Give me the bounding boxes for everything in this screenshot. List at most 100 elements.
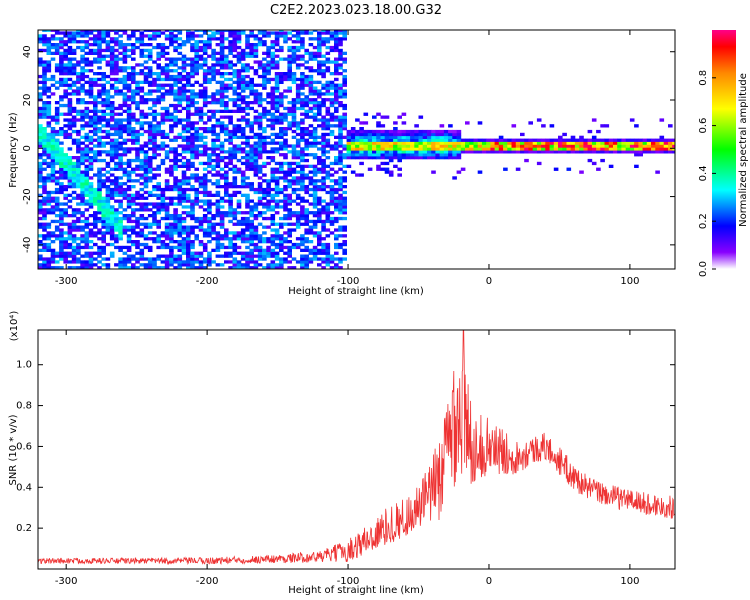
heatmap-cell bbox=[304, 101, 309, 105]
heatmap-cell bbox=[262, 112, 267, 116]
heatmap-cell bbox=[439, 147, 445, 151]
heatmap-cell bbox=[224, 170, 229, 174]
heatmap-cell bbox=[372, 115, 377, 119]
heatmap-cell bbox=[97, 158, 102, 163]
heatmap-cell bbox=[139, 263, 145, 267]
heatmap-cell bbox=[338, 83, 343, 87]
heatmap-cell bbox=[76, 170, 81, 174]
heatmap-cell bbox=[329, 185, 335, 189]
heatmap-cell bbox=[135, 118, 140, 122]
heatmap-cell bbox=[596, 141, 601, 145]
heatmap-cell bbox=[295, 45, 301, 50]
heatmap-cell bbox=[372, 135, 377, 139]
heatmap-cell bbox=[291, 30, 297, 32]
heatmap-cell bbox=[321, 219, 326, 224]
heatmap-cell bbox=[291, 109, 297, 113]
heatmap-cell bbox=[342, 80, 347, 84]
heatmap-cell bbox=[570, 144, 576, 148]
heatmap-cell bbox=[384, 115, 390, 119]
heatmap-cell bbox=[329, 199, 335, 203]
heatmap-cell bbox=[329, 161, 335, 166]
heatmap-cell bbox=[312, 141, 318, 145]
heatmap-cell bbox=[54, 219, 60, 224]
heatmap-cell bbox=[80, 179, 85, 183]
heatmap-cell bbox=[608, 141, 614, 145]
heatmap-cell bbox=[109, 237, 115, 241]
heatmap-cell bbox=[266, 69, 271, 73]
heatmap-cell bbox=[325, 150, 331, 154]
heatmap-cell bbox=[118, 164, 123, 168]
heatmap-cell bbox=[131, 208, 136, 212]
heatmap-cell bbox=[367, 132, 373, 137]
heatmap-cell bbox=[160, 129, 166, 134]
heatmap-cell bbox=[498, 138, 504, 142]
heatmap-cell bbox=[164, 225, 170, 229]
heatmap-cell bbox=[139, 69, 145, 73]
heatmap-cell bbox=[109, 118, 115, 122]
heatmap-cell bbox=[109, 141, 115, 145]
heatmap-cell bbox=[224, 161, 229, 166]
heatmap-cell bbox=[67, 72, 73, 76]
heatmap-cell bbox=[224, 63, 229, 67]
heatmap-cell bbox=[600, 147, 605, 151]
heatmap-cell bbox=[651, 141, 656, 145]
heatmap-cell bbox=[342, 124, 347, 128]
heatmap-cell bbox=[304, 266, 309, 269]
heatmap-cell bbox=[414, 132, 419, 137]
heatmap-cell bbox=[114, 89, 119, 93]
heatmap-cell bbox=[211, 124, 216, 128]
heatmap-cell bbox=[245, 69, 250, 73]
heatmap-cell bbox=[42, 182, 47, 186]
heatmap-cell bbox=[634, 124, 639, 128]
heatmap-cell bbox=[659, 147, 665, 151]
heatmap-cell bbox=[207, 45, 212, 50]
heatmap-cell bbox=[207, 153, 212, 157]
heatmap-cell bbox=[38, 202, 43, 206]
heatmap-cell bbox=[317, 185, 322, 189]
heatmap-cell bbox=[325, 234, 331, 238]
heatmap-cell bbox=[202, 45, 208, 50]
heatmap-cell bbox=[295, 187, 301, 192]
heatmap-cell bbox=[67, 31, 73, 35]
heatmap-cell bbox=[173, 69, 178, 73]
heatmap-cell bbox=[42, 86, 47, 90]
heatmap-cell bbox=[131, 202, 136, 206]
heatmap-cell bbox=[325, 112, 331, 116]
heatmap-cell bbox=[164, 179, 170, 183]
heatmap-cell bbox=[46, 150, 52, 154]
heatmap-cell bbox=[304, 263, 309, 267]
heatmap-cell bbox=[139, 187, 145, 192]
heatmap-cell bbox=[46, 115, 52, 119]
heatmap-cell bbox=[109, 109, 115, 113]
heatmap-cell bbox=[295, 237, 301, 241]
heatmap-cell bbox=[279, 57, 284, 61]
heatmap-cell bbox=[126, 202, 132, 206]
heatmap-cell bbox=[304, 144, 309, 148]
heatmap-cell bbox=[524, 141, 529, 145]
heatmap-cell bbox=[93, 77, 98, 82]
heatmap-cell bbox=[194, 150, 199, 154]
heatmap-cell bbox=[46, 222, 52, 226]
heatmap-cell bbox=[177, 190, 183, 195]
heatmap-cell bbox=[93, 98, 98, 102]
heatmap-cell bbox=[659, 150, 665, 154]
heatmap-cell bbox=[71, 89, 77, 93]
heatmap-cell bbox=[317, 45, 322, 50]
heatmap-cell bbox=[211, 173, 216, 177]
heatmap-cell bbox=[59, 156, 64, 160]
heatmap-cell bbox=[198, 260, 204, 264]
heatmap-cell bbox=[215, 80, 221, 84]
heatmap-cell bbox=[300, 101, 305, 105]
heatmap-cell bbox=[59, 37, 64, 41]
heatmap-cell bbox=[198, 34, 204, 38]
heatmap-cell bbox=[384, 170, 390, 174]
heatmap-cell bbox=[350, 147, 356, 151]
heatmap-cell bbox=[329, 31, 335, 35]
heatmap-cell bbox=[156, 98, 161, 102]
heatmap-cell bbox=[215, 161, 221, 166]
heatmap-cell bbox=[76, 112, 81, 116]
heatmap-cell bbox=[215, 190, 221, 195]
heatmap-cell bbox=[312, 182, 318, 186]
heatmap-cell bbox=[257, 115, 263, 119]
heatmap-cell bbox=[76, 30, 81, 32]
